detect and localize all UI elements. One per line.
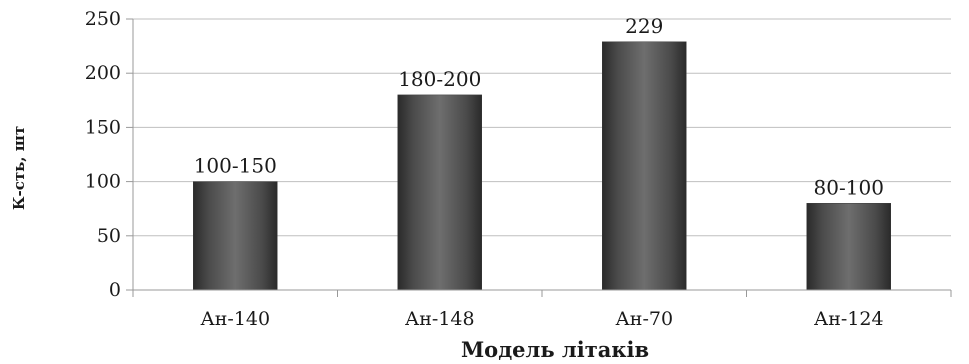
- y-axis: 0 50 100 150 200 250: [85, 8, 134, 301]
- x-axis-title: Модель літаків: [461, 337, 649, 362]
- bar-Ан-124: [806, 203, 891, 291]
- y-tick-label: 100: [85, 171, 121, 193]
- category-label: Ан-70: [615, 308, 673, 330]
- y-tick-label: 250: [85, 8, 121, 30]
- data-label: 229: [625, 14, 663, 38]
- data-label: 100-150: [194, 154, 277, 178]
- y-axis-title: К-сть, шт: [10, 126, 28, 210]
- bar-Ан-140: [193, 181, 278, 291]
- y-tick-label: 0: [109, 279, 121, 301]
- y-tick-label: 50: [97, 225, 121, 247]
- x-axis: Ан-140 Ан-148 Ан-70 Ан-124: [132, 289, 952, 330]
- bars-group: 100-150 180-200 229 80-100: [193, 14, 891, 291]
- category-label: Ан-148: [405, 308, 475, 330]
- y-tick-label: 200: [85, 62, 121, 84]
- bar-Ан-70: [602, 41, 687, 291]
- category-label: Ан-140: [200, 308, 270, 330]
- data-label: 80-100: [814, 175, 884, 199]
- category-label: Ан-124: [814, 308, 884, 330]
- data-label: 180-200: [398, 67, 481, 91]
- bar-Ан-148: [397, 94, 482, 291]
- y-tick-label: 150: [85, 116, 121, 138]
